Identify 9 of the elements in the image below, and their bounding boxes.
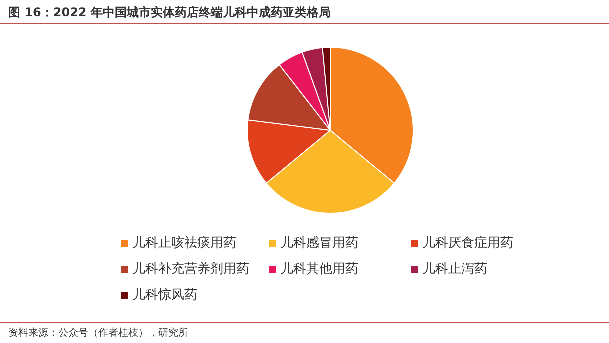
legend-label: 儿科感冒用药 [280,236,358,251]
legend-label: 儿科其他用药 [280,262,358,277]
chart-title: 图 16：2022 年中国城市实体药店终端儿科中成药亚类格局 [8,6,331,20]
legend-label: 儿科惊风药 [132,287,198,303]
text: 资料来源：公众号（作者桂枝），研究所 [8,327,188,339]
legend-label: 儿科止咳祛痰用药 [132,236,236,251]
legend-label: 儿科厌食症用药 [422,236,514,251]
legend-label: 儿科补充营养剂用药 [132,261,250,277]
legend-label: 儿科止泻药 [422,262,488,277]
